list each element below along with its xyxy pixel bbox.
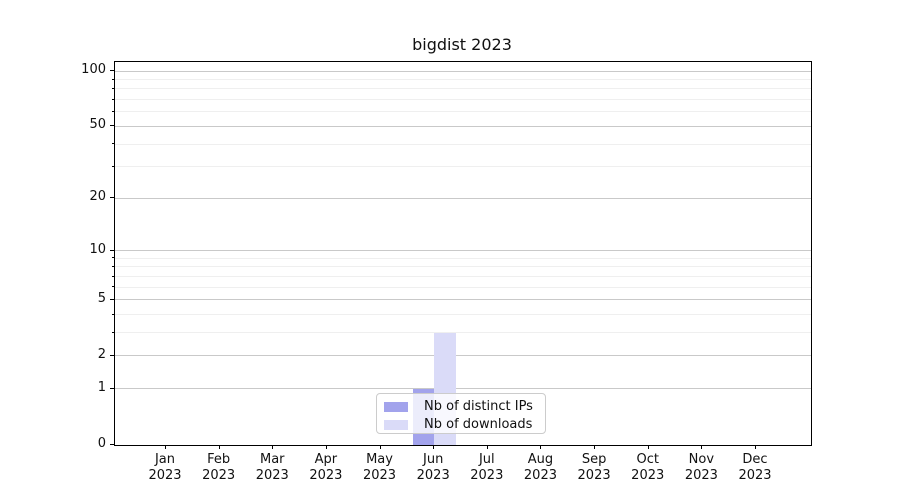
x-tick [755, 445, 756, 449]
y-minor-tick [112, 331, 114, 333]
minor-gridline [115, 314, 811, 316]
y-tick [110, 70, 114, 72]
x-tick [165, 445, 166, 449]
major-gridline [115, 250, 811, 252]
minor-gridline [115, 88, 811, 90]
x-tick-label: Nov 2023 [684, 452, 718, 483]
y-minor-tick [112, 265, 114, 267]
y-tick-label: 20 [89, 189, 106, 205]
y-tick-label: 2 [97, 346, 106, 362]
x-tick-label: Feb 2023 [202, 452, 236, 483]
x-tick [379, 445, 381, 449]
y-minor-tick [112, 143, 114, 145]
y-tick [110, 249, 114, 251]
legend: Nb of distinct IPs Nb of downloads [376, 393, 546, 434]
major-gridline [115, 197, 811, 199]
x-tick-label: Jun 2023 [416, 452, 450, 483]
x-tick [540, 445, 542, 449]
y-tick [110, 354, 114, 356]
x-tick [433, 445, 435, 449]
y-tick-label: 0 [97, 436, 106, 451]
y-minor-tick [112, 286, 114, 288]
y-minor-tick [112, 98, 114, 100]
minor-gridline [115, 79, 811, 81]
x-tick [486, 445, 488, 449]
y-minor-tick [112, 110, 114, 112]
y-tick [110, 197, 114, 199]
y-tick-label: 5 [97, 290, 106, 306]
x-tick-label: Jul 2023 [470, 452, 504, 483]
y-tick-label: 50 [89, 117, 106, 133]
major-gridline [115, 70, 811, 72]
legend-entry-distinct-ips: Nb of distinct IPs [384, 398, 545, 415]
minor-gridline [115, 166, 811, 168]
y-minor-tick [112, 87, 114, 89]
x-tick-label: Apr 2023 [309, 452, 343, 483]
y-minor-tick [112, 78, 114, 80]
minor-gridline [115, 286, 811, 288]
x-tick-label: Mar 2023 [255, 452, 289, 483]
y-tick [110, 298, 114, 300]
minor-gridline [115, 332, 811, 334]
legend-label-downloads: Nb of downloads [424, 416, 533, 432]
major-gridline [115, 388, 811, 390]
legend-label-distinct-ips: Nb of distinct IPs [424, 398, 533, 414]
minor-gridline [115, 266, 811, 268]
x-tick [218, 445, 220, 449]
x-tick-label: Sep 2023 [577, 452, 611, 483]
y-minor-tick [112, 275, 114, 277]
x-tick-label: May 2023 [362, 452, 397, 483]
y-minor-tick [112, 257, 114, 259]
x-tick [647, 445, 649, 449]
minor-gridline [115, 111, 811, 113]
minor-gridline [115, 143, 811, 145]
plot-area [114, 61, 812, 446]
y-tick [110, 125, 114, 127]
y-tick [110, 387, 114, 389]
x-tick-label: Jan 2023 [148, 452, 182, 483]
x-tick-label: Aug 2023 [523, 452, 557, 483]
major-gridline [115, 299, 811, 301]
minor-gridline [115, 257, 811, 259]
x-tick-label: Dec 2023 [738, 452, 772, 483]
y-tick-label: 10 [89, 241, 106, 257]
minor-gridline [115, 99, 811, 101]
legend-entry-downloads: Nb of downloads [384, 416, 545, 433]
y-tick [110, 444, 114, 445]
y-minor-tick [112, 313, 114, 315]
y-minor-tick [112, 165, 114, 167]
y-tick-label: 1 [97, 379, 106, 395]
x-tick [594, 445, 596, 449]
legend-swatch-downloads [384, 419, 408, 430]
y-tick-label: 100 [81, 62, 106, 78]
x-tick-label: Oct 2023 [631, 452, 665, 483]
major-gridline [115, 355, 811, 357]
x-tick [272, 445, 274, 449]
x-tick [325, 445, 327, 449]
x-tick [701, 445, 703, 449]
chart-title: bigdist 2023 [412, 35, 512, 54]
minor-gridline [115, 276, 811, 278]
legend-swatch-distinct-ips [384, 401, 408, 412]
major-gridline [115, 125, 811, 127]
